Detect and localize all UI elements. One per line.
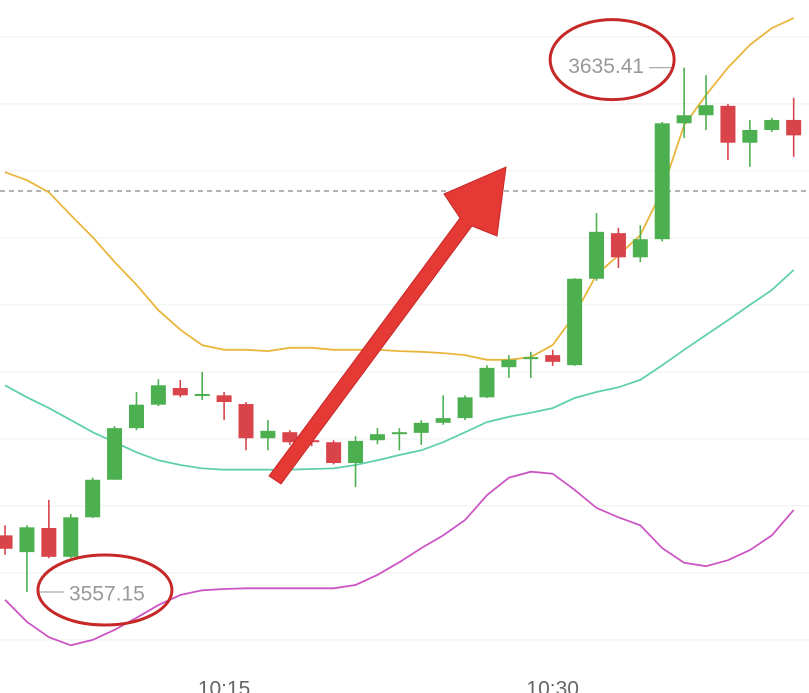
x-tick-label: 10:30	[526, 678, 579, 693]
candle-body	[216, 395, 232, 403]
candle-body	[172, 387, 188, 396]
high-label: 3635.41	[568, 55, 644, 78]
candle-body	[610, 233, 626, 258]
candle-body	[479, 367, 495, 398]
candles	[0, 67, 802, 592]
candle-body	[150, 385, 166, 405]
candle-body	[413, 422, 429, 433]
annotations: 3635.41 3557.15	[36, 18, 676, 627]
candle-body	[0, 535, 13, 549]
highlight-ring	[548, 18, 676, 102]
candle-body	[107, 428, 123, 480]
bands	[4, 17, 795, 647]
candle-body	[676, 115, 692, 124]
candle-body	[41, 528, 57, 557]
candle-body	[63, 517, 79, 557]
band-line	[4, 269, 795, 471]
candle-body	[545, 355, 561, 362]
candle-body	[589, 231, 605, 279]
band-line	[4, 470, 795, 647]
highlight-ring	[36, 553, 174, 627]
candle-body	[282, 432, 298, 443]
candle-body	[764, 119, 780, 130]
candle-body	[786, 119, 802, 136]
candle-body	[698, 105, 714, 116]
trend-arrow	[268, 166, 507, 485]
candle-body	[369, 434, 385, 441]
candle-body	[128, 404, 144, 429]
candle-body	[501, 359, 517, 368]
candle-body	[523, 357, 539, 360]
low-label: 3557.15	[69, 583, 145, 606]
candle-body	[742, 129, 758, 143]
x-tick-label: 10:15	[198, 678, 251, 693]
candle-body	[85, 479, 101, 518]
candle-body	[567, 278, 583, 366]
candle-body	[19, 527, 35, 553]
candle-body	[720, 105, 736, 143]
candle-body	[457, 397, 473, 419]
candle-body	[326, 442, 342, 464]
candle-body	[654, 123, 670, 240]
candle-body	[194, 393, 210, 396]
candle-body	[238, 404, 254, 439]
candle-body	[260, 430, 276, 439]
candle-body	[348, 440, 364, 464]
candle-body	[391, 432, 407, 435]
candle-body	[632, 239, 648, 258]
candle-body	[435, 418, 451, 423]
